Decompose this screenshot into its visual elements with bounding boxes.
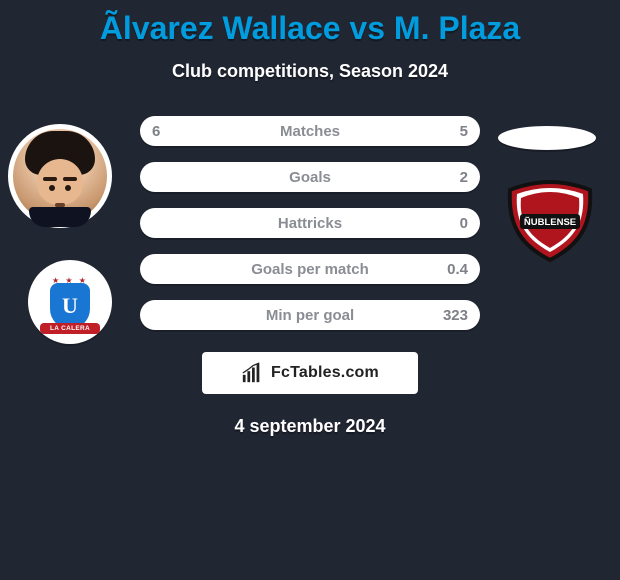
brand-logo: FcTables.com (202, 352, 418, 394)
stat-row-hattricks: Hattricks 0 (140, 208, 480, 238)
stat-value-right: 323 (443, 300, 468, 330)
club-badge-left-letter: U (62, 293, 78, 319)
player-left-photo (8, 124, 112, 228)
club-badge-left-shield: U (50, 283, 90, 329)
club-badge-right: ÑUBLENSE (500, 178, 600, 264)
player-right-placeholder (498, 126, 596, 150)
bar-chart-icon (241, 362, 263, 384)
stat-label: Hattricks (140, 208, 480, 238)
stat-label: Matches (140, 116, 480, 146)
page-subtitle: Club competitions, Season 2024 (0, 61, 620, 82)
stat-value-right: 0 (460, 208, 468, 238)
stat-label: Min per goal (140, 300, 480, 330)
club-badge-left-ribbon: LA CALERA (40, 323, 100, 334)
stat-value-right: 2 (460, 162, 468, 192)
stat-row-min-per-goal: Min per goal 323 (140, 300, 480, 330)
page-title: Ãlvarez Wallace vs M. Plaza (0, 0, 620, 47)
brand-text: FcTables.com (271, 364, 379, 382)
club-badge-right-text: ÑUBLENSE (524, 217, 576, 228)
stat-label: Goals (140, 162, 480, 192)
date-label: 4 september 2024 (0, 416, 620, 437)
stat-row-matches: 6 Matches 5 (140, 116, 480, 146)
club-badge-left: ★ ★ ★ U LA CALERA (28, 260, 112, 344)
stat-value-right: 5 (460, 116, 468, 146)
stat-row-goals: Goals 2 (140, 162, 480, 192)
stat-value-right: 0.4 (447, 254, 468, 284)
stat-row-goals-per-match: Goals per match 0.4 (140, 254, 480, 284)
stats-list: 6 Matches 5 Goals 2 Hattricks 0 Goals pe… (140, 116, 480, 330)
stat-label: Goals per match (140, 254, 480, 284)
stat-value-left: 6 (152, 116, 160, 146)
